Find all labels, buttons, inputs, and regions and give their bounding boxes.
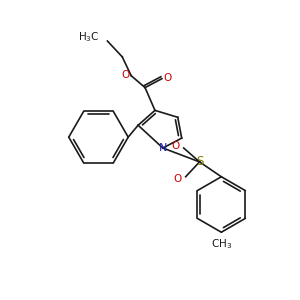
Text: H$_3$C: H$_3$C	[78, 30, 100, 44]
Text: O: O	[121, 70, 129, 80]
Text: O: O	[164, 73, 172, 83]
Text: N: N	[159, 143, 167, 153]
Text: S: S	[196, 155, 203, 168]
Text: O: O	[172, 141, 180, 151]
Text: CH$_3$: CH$_3$	[211, 237, 232, 251]
Text: O: O	[174, 174, 182, 184]
